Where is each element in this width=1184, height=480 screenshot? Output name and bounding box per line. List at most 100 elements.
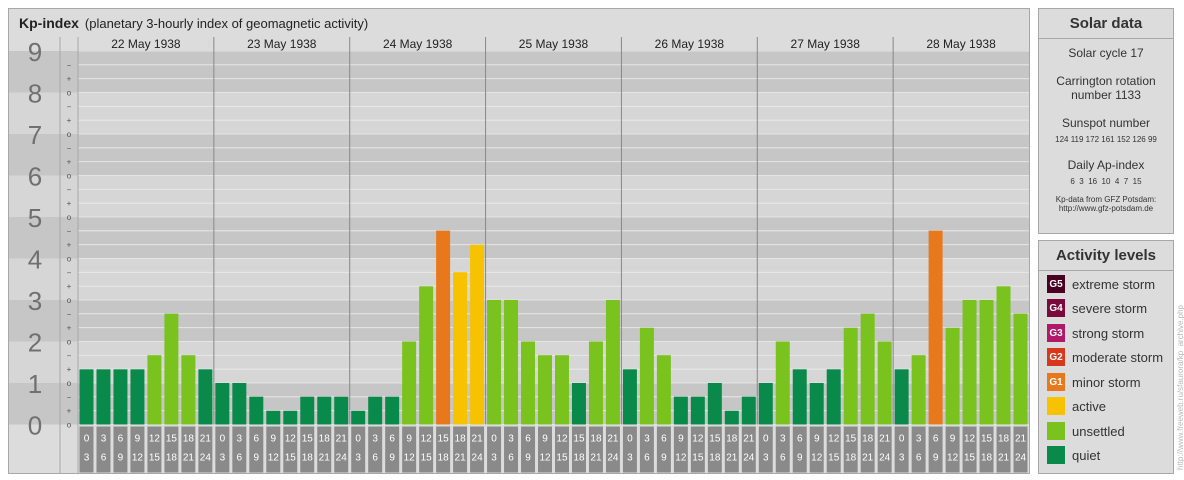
day-label: 27 May 1938 xyxy=(791,37,861,51)
interval-end-label: 9 xyxy=(797,453,803,464)
interval-end-label: 3 xyxy=(899,453,905,464)
interval-end-label: 15 xyxy=(692,453,704,464)
kp-band-3 xyxy=(9,258,1029,300)
interval-end-label: 9 xyxy=(118,453,124,464)
interval-cell xyxy=(707,426,722,473)
interval-end-label: 24 xyxy=(607,453,619,464)
kp-bar xyxy=(181,355,196,425)
kp-bar xyxy=(588,341,603,425)
interval-end-label: 12 xyxy=(539,453,551,464)
interval-start-label: 0 xyxy=(355,434,361,445)
interval-start-label: 3 xyxy=(916,434,922,445)
interval-start-label: 21 xyxy=(336,434,348,445)
interval-end-label: 15 xyxy=(421,453,433,464)
interval-end-label: 12 xyxy=(404,453,416,464)
interval-cell xyxy=(792,426,807,473)
interval-cell xyxy=(385,426,400,473)
kp-bar xyxy=(639,327,654,425)
interval-end-label: 9 xyxy=(254,453,260,464)
kp-bar xyxy=(860,313,875,425)
solar-data-heading: Solar data xyxy=(1039,9,1173,39)
kp-bar xyxy=(249,396,264,425)
y-tick-label: 1 xyxy=(28,369,42,399)
interval-cell xyxy=(402,426,417,473)
interval-end-label: 24 xyxy=(336,453,348,464)
minor-tick-label: − xyxy=(67,310,72,319)
interval-end-label: 3 xyxy=(355,453,361,464)
interval-start-label: 0 xyxy=(491,434,497,445)
interval-end-label: 12 xyxy=(811,453,823,464)
kp-bar xyxy=(317,396,332,425)
interval-start-label: 6 xyxy=(933,434,939,445)
minor-tick-label: o xyxy=(67,379,72,388)
interval-start-label: 18 xyxy=(998,434,1010,445)
minor-tick-label: o xyxy=(67,213,72,222)
interval-end-label: 6 xyxy=(644,453,650,464)
kp-bar xyxy=(147,355,162,425)
interval-cell xyxy=(877,426,892,473)
legend-swatch-g1: G1 xyxy=(1047,373,1065,391)
interval-cell xyxy=(470,426,485,473)
interval-end-label: 6 xyxy=(780,453,786,464)
kp-bar xyxy=(571,383,586,425)
kp-bar xyxy=(300,396,315,425)
interval-end-label: 15 xyxy=(556,453,568,464)
interval-cell xyxy=(368,426,383,473)
legend-swatch-g2: G2 xyxy=(1047,348,1065,366)
interval-start-label: 0 xyxy=(84,434,90,445)
interval-end-label: 21 xyxy=(183,453,195,464)
kp-bar xyxy=(996,286,1011,425)
interval-start-label: 21 xyxy=(879,434,891,445)
minor-tick-label: − xyxy=(67,61,72,70)
interval-cell xyxy=(487,426,502,473)
interval-end-label: 18 xyxy=(845,453,857,464)
kp-bar xyxy=(673,396,688,425)
interval-start-label: 15 xyxy=(981,434,993,445)
interval-start-label: 18 xyxy=(319,434,331,445)
kp-band-0 xyxy=(9,383,1029,425)
interval-start-label: 12 xyxy=(964,434,976,445)
minor-tick-label: + xyxy=(67,324,72,333)
solar-cycle: Solar cycle 17 xyxy=(1068,46,1144,60)
source-watermark: http://www.freeweb.ru/sfaurora/kp_archiv… xyxy=(1176,305,1184,470)
kp-bar xyxy=(775,341,790,425)
y-tick-label: 4 xyxy=(28,245,42,275)
interval-start-label: 6 xyxy=(525,434,531,445)
kp-bar xyxy=(962,300,977,425)
legend-item-quiet: quiet xyxy=(1047,445,1100,465)
interval-cell xyxy=(741,426,756,473)
legend-item-g3: G3 strong storm xyxy=(1047,323,1144,343)
kp-bar xyxy=(792,369,807,425)
y-tick-label: 5 xyxy=(28,203,42,233)
interval-end-label: 21 xyxy=(319,453,331,464)
legend-item-g2: G2 moderate storm xyxy=(1047,347,1163,367)
minor-tick-label: − xyxy=(67,227,72,236)
interval-start-label: 21 xyxy=(200,434,212,445)
y-tick-label: 0 xyxy=(28,411,42,441)
legend-item-g4: G4 severe storm xyxy=(1047,298,1147,318)
interval-start-label: 6 xyxy=(661,434,667,445)
kp-bar xyxy=(741,396,756,425)
interval-end-label: 9 xyxy=(933,453,939,464)
interval-cell xyxy=(911,426,926,473)
interval-start-label: 9 xyxy=(950,434,956,445)
interval-cell xyxy=(724,426,739,473)
minor-tick-label: + xyxy=(67,365,72,374)
minor-tick-label: o xyxy=(67,421,72,430)
interval-end-label: 24 xyxy=(743,453,755,464)
kp-bar xyxy=(283,410,298,425)
interval-start-label: 0 xyxy=(220,434,226,445)
minor-tick-label: + xyxy=(67,282,72,291)
interval-start-label: 3 xyxy=(508,434,514,445)
interval-start-label: 12 xyxy=(285,434,297,445)
kp-bar xyxy=(538,355,552,425)
interval-start-label: 0 xyxy=(899,434,905,445)
interval-start-label: 9 xyxy=(678,434,684,445)
interval-end-label: 6 xyxy=(237,453,243,464)
interval-start-label: 3 xyxy=(780,434,786,445)
legend-label-g3: strong storm xyxy=(1072,325,1145,341)
interval-cell xyxy=(113,426,128,473)
interval-end-label: 24 xyxy=(879,453,891,464)
interval-cell xyxy=(605,426,620,473)
chart-title: Kp-index (planetary 3-hourly index of geo… xyxy=(19,15,368,31)
